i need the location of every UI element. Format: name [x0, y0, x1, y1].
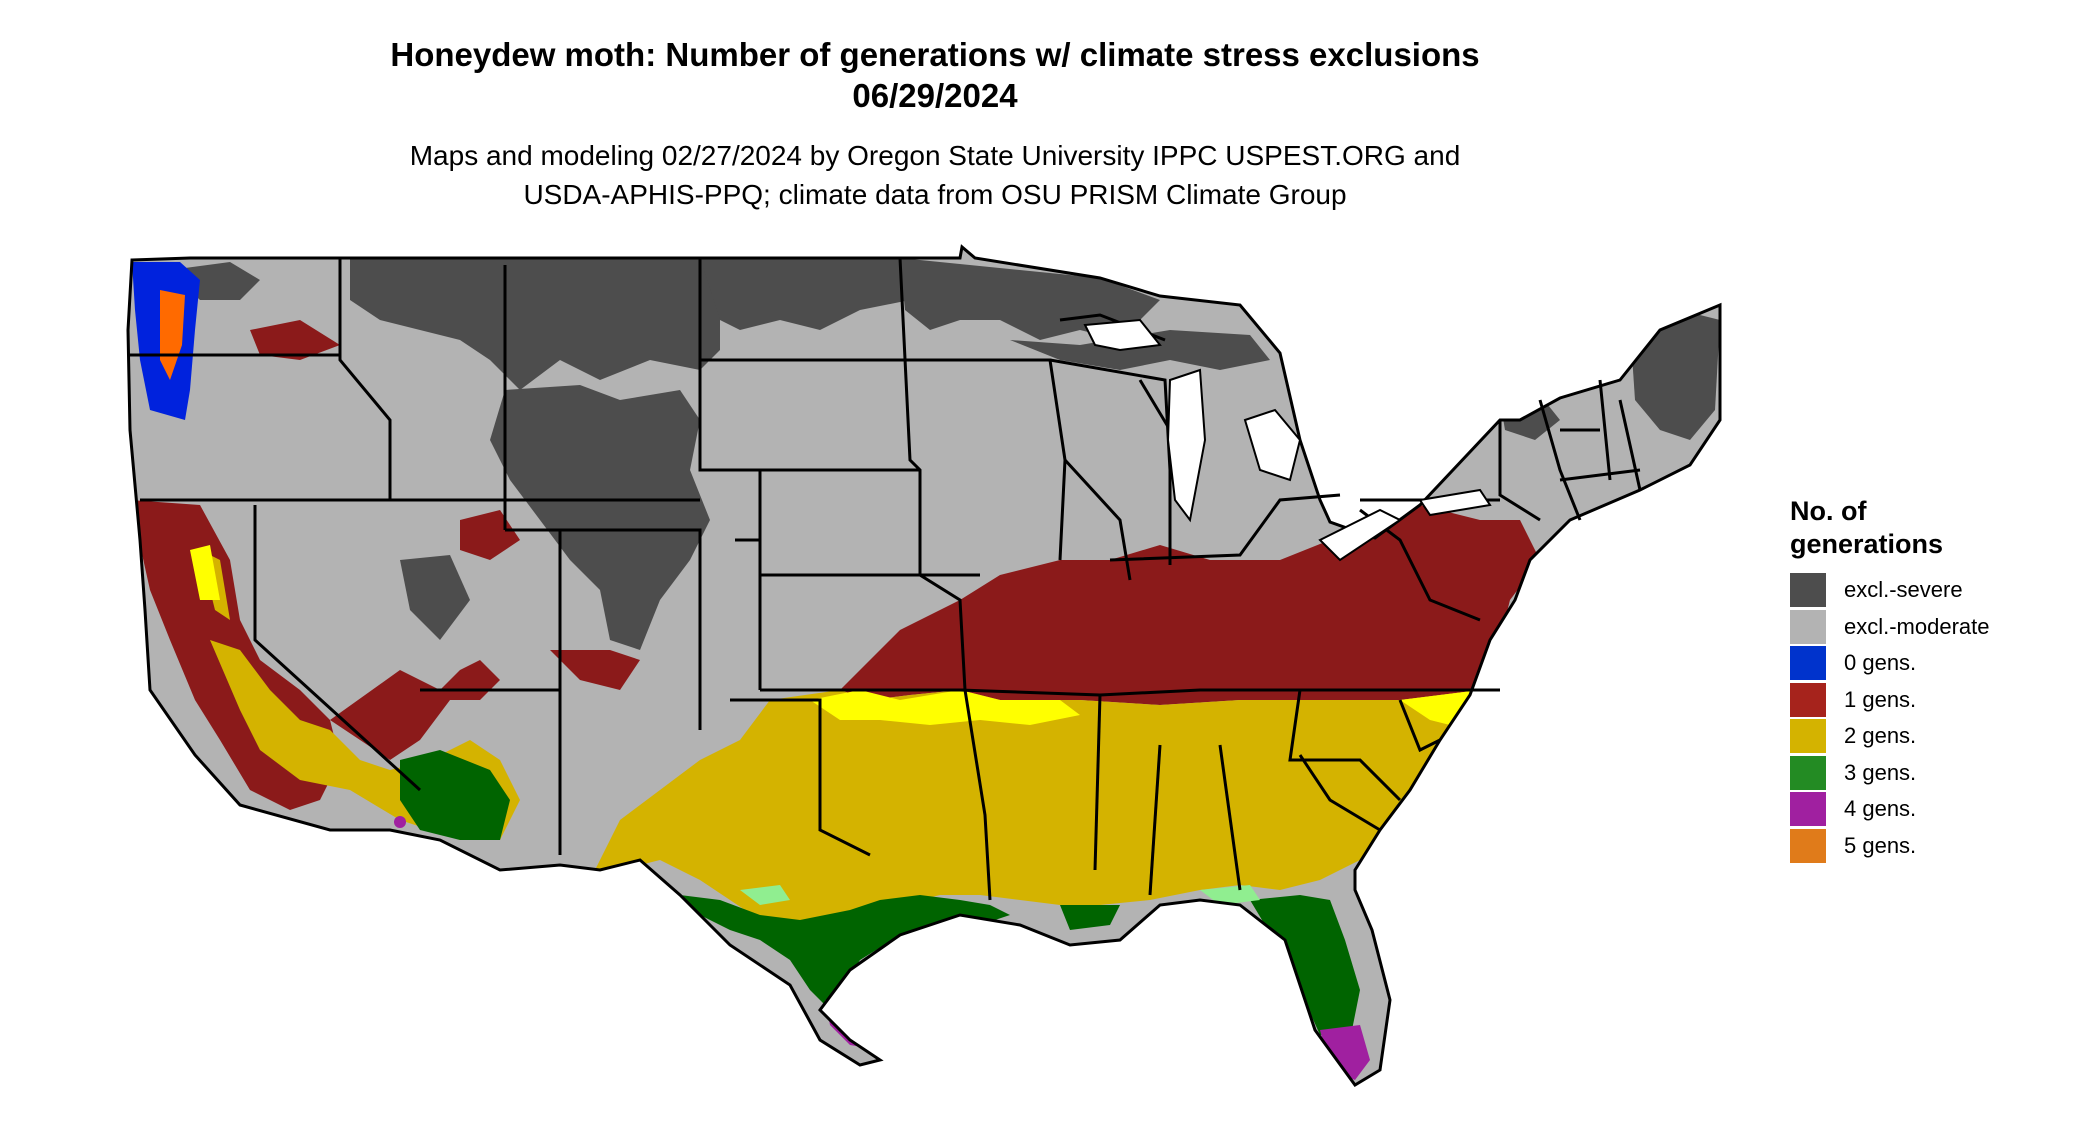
legend-title: No. of generations	[1790, 495, 2050, 561]
legend-swatch	[1790, 719, 1826, 753]
legend-swatch	[1790, 573, 1826, 607]
legend-label: 3 gens.	[1844, 759, 1917, 785]
legend-swatch	[1790, 682, 1826, 717]
legend-label: 2 gens.	[1844, 723, 1917, 748]
great-lakes	[1083, 318, 1492, 562]
legend-title-line1: No. of	[1790, 496, 1867, 526]
legend-item: excl.-severe	[1790, 573, 2050, 610]
legend-swatch	[1790, 828, 1826, 863]
legend-swatch	[1790, 792, 1826, 826]
legend-label: 1 gens.	[1844, 686, 1917, 712]
map-title: Honeydew moth: Number of generations w/ …	[0, 34, 1870, 116]
zone-5-gen	[160, 290, 185, 380]
legend-items: excl.-severe excl.-moderate 0 gens. 1 gens.…	[1790, 573, 2050, 865]
map-title-date: 06/29/2024	[852, 77, 1018, 114]
legend-item: 5 gens.	[1790, 828, 2050, 866]
legend-label: 5 gens.	[1844, 832, 1917, 858]
legend-label: 0 gens.	[1844, 650, 1917, 675]
legend-item: 3 gens.	[1790, 755, 2050, 793]
legend-item: 2 gens.	[1790, 719, 2050, 756]
zone-3-gen-light	[740, 885, 1260, 905]
legend-label: 4 gens.	[1844, 796, 1917, 821]
legend-item: 0 gens.	[1790, 646, 2050, 683]
zone-0-gen	[132, 262, 200, 420]
legend-swatch	[1790, 646, 1826, 680]
legend-label: excl.-severe	[1844, 577, 1963, 602]
map-title-line1: Honeydew moth: Number of generations w/ …	[390, 36, 1480, 73]
legend-item: 1 gens.	[1790, 682, 2050, 720]
map-subtitle-line2: USDA-APHIS-PPQ; climate data from OSU PR…	[523, 179, 1347, 210]
legend-swatch	[1790, 609, 1826, 644]
map-subtitle-line1: Maps and modeling 02/27/2024 by Oregon S…	[409, 140, 1461, 171]
legend-item: 4 gens.	[1790, 792, 2050, 829]
legend-label: excl.-moderate	[1844, 613, 1990, 639]
legend: No. of generations excl.-severe excl.-mod…	[1790, 495, 2050, 865]
legend-swatch	[1790, 755, 1826, 790]
zone-3-gen	[400, 750, 1360, 1040]
map-subtitle: Maps and modeling 02/27/2024 by Oregon S…	[0, 136, 1870, 214]
legend-item: excl.-moderate	[1790, 609, 2050, 647]
legend-title-line2: generations	[1790, 529, 1944, 559]
